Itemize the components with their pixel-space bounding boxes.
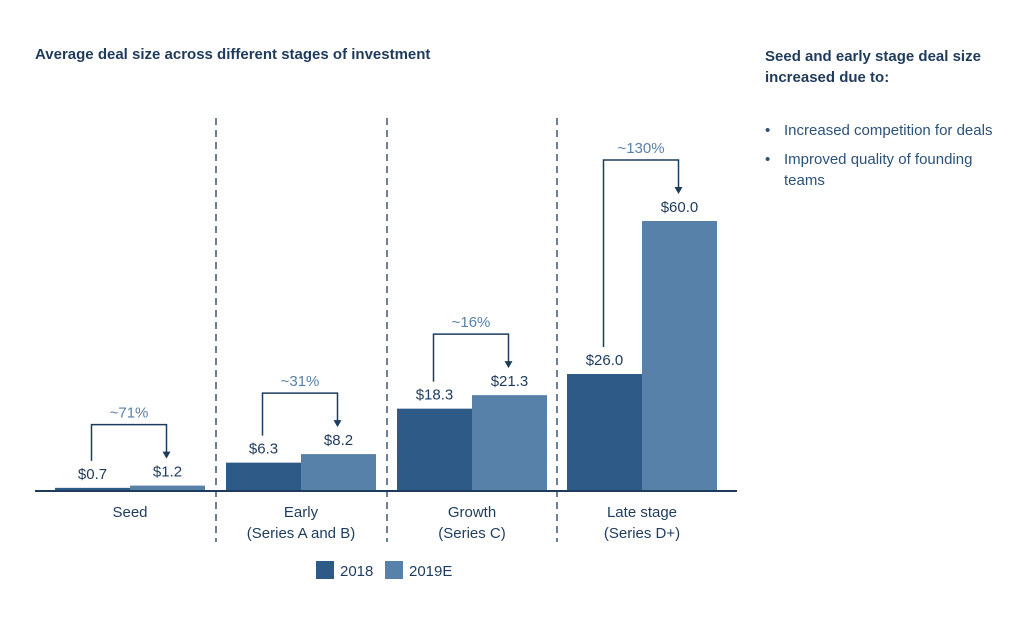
sidebar-bullet: • Increased competition for deals: [765, 120, 1005, 141]
chart-title: Average deal size across different stage…: [35, 46, 431, 63]
bullet-dot-icon: •: [765, 151, 771, 168]
growth-arrow-head-icon: [674, 187, 683, 194]
category-label: Early: [284, 504, 319, 521]
growth-label: ~130%: [617, 140, 664, 157]
bar-2018-1: [226, 462, 301, 491]
bar-2019e-2: [472, 395, 547, 491]
data-label: $8.2: [324, 432, 353, 449]
bar-2019e-3: [642, 221, 717, 491]
legend-swatch-2019e: [385, 561, 403, 579]
sidebar-bullet-list: • Increased competition for deals • Impr…: [765, 120, 1005, 199]
legend-label: 2018: [340, 563, 373, 580]
data-label: $6.3: [249, 441, 278, 458]
category-label: Late stage: [607, 504, 677, 521]
growth-arrow-line: [90, 423, 168, 461]
legend-label: 2019E: [409, 563, 452, 580]
category-label: Seed: [112, 504, 147, 521]
category-label: (Series C): [438, 525, 506, 542]
growth-label: ~71%: [110, 405, 149, 422]
bar-chart: $0.7 $6.3 $18.3 $26.0 $1.2 $8.2 $21.3 $60.0 ~71%…: [35, 118, 737, 580]
sidebar-bullet-text: Improved quality of founding teams: [784, 151, 973, 189]
data-label: $0.7: [78, 466, 107, 483]
growth-label: ~31%: [281, 373, 320, 390]
growth-arrow-line: [261, 392, 339, 436]
growth-label: ~16%: [452, 314, 491, 331]
data-label: $60.0: [661, 199, 699, 216]
legend-swatch-2018: [316, 561, 334, 579]
bullet-dot-icon: •: [765, 122, 771, 139]
bar-2019e-1: [301, 454, 376, 491]
bar-2018-3: [567, 374, 642, 491]
growth-arrow-line: [602, 159, 680, 347]
growth-arrow-head-icon: [333, 420, 342, 428]
category-label: (Series D+): [604, 525, 680, 542]
sidebar-bullet: • Improved quality of founding teams: [765, 149, 1005, 191]
data-label: $21.3: [491, 373, 529, 390]
growth-arrow-line: [432, 333, 510, 382]
bar-2019e-0: [130, 485, 205, 491]
category-label: (Series A and B): [247, 525, 355, 542]
sidebar-bullet-text: Increased competition for deals: [784, 122, 993, 139]
data-label: $26.0: [586, 352, 624, 369]
bar-2018-2: [397, 408, 472, 491]
bar-2018-0: [55, 487, 130, 491]
growth-arrow-head-icon: [504, 361, 513, 369]
data-label: $1.2: [153, 464, 182, 481]
growth-arrow-head-icon: [162, 451, 171, 459]
category-label: Growth: [448, 504, 496, 521]
sidebar-heading: Seed and early stage deal size increased…: [765, 48, 981, 86]
data-label: $18.3: [416, 387, 454, 404]
